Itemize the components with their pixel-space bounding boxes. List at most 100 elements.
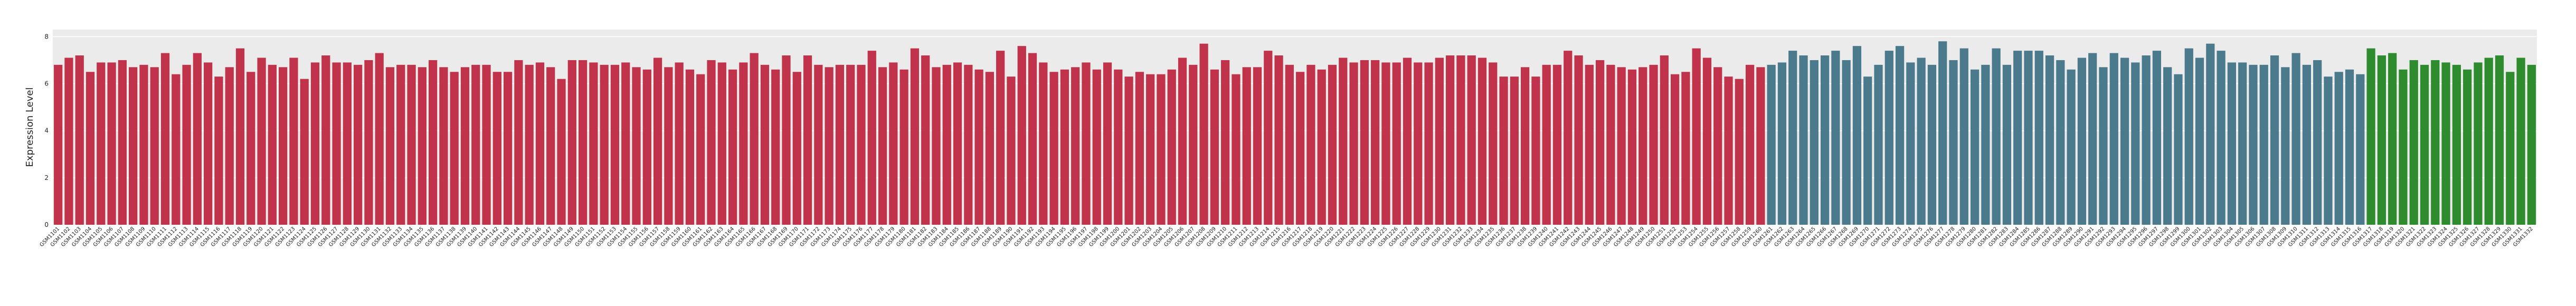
bar bbox=[118, 60, 127, 225]
bar bbox=[2484, 58, 2493, 225]
bar bbox=[1863, 77, 1872, 225]
bar bbox=[2013, 51, 2022, 225]
bar bbox=[1296, 72, 1305, 225]
bar bbox=[974, 69, 983, 225]
bar bbox=[2356, 74, 2365, 225]
bar bbox=[332, 62, 341, 225]
bar bbox=[2441, 62, 2450, 225]
bar bbox=[1092, 69, 1101, 225]
bar bbox=[503, 72, 513, 225]
bar bbox=[1938, 41, 1947, 225]
y-tick-label: 8 bbox=[44, 33, 49, 40]
y-tick-label: 6 bbox=[44, 80, 49, 88]
bar bbox=[1788, 51, 1797, 225]
bar bbox=[1917, 58, 1926, 225]
bar bbox=[172, 74, 181, 225]
bar bbox=[1306, 64, 1315, 225]
bar bbox=[1895, 46, 1905, 225]
bar bbox=[696, 74, 705, 225]
bar bbox=[1756, 67, 1765, 225]
bar bbox=[2313, 60, 2322, 225]
bar bbox=[247, 72, 255, 225]
bar bbox=[1681, 72, 1690, 225]
bar bbox=[1435, 58, 1444, 225]
bar bbox=[482, 64, 491, 225]
bar bbox=[2227, 62, 2237, 225]
bar bbox=[1531, 77, 1540, 225]
bar bbox=[64, 58, 73, 225]
bar bbox=[1007, 77, 1016, 225]
bar bbox=[1810, 60, 1819, 225]
bar bbox=[1446, 55, 1455, 225]
bar bbox=[2163, 67, 2172, 225]
bar bbox=[268, 64, 277, 225]
bar bbox=[1082, 62, 1091, 225]
bar bbox=[1189, 64, 1198, 225]
bar bbox=[1039, 62, 1048, 225]
bar bbox=[685, 69, 695, 225]
bar bbox=[878, 67, 887, 225]
bar bbox=[835, 64, 845, 225]
bar bbox=[257, 58, 266, 225]
bar bbox=[107, 62, 116, 225]
bar bbox=[1242, 67, 1251, 225]
bar bbox=[2249, 64, 2258, 225]
bar bbox=[129, 67, 138, 225]
bar bbox=[2399, 69, 2408, 225]
bar bbox=[1371, 60, 1380, 225]
bar bbox=[1831, 51, 1840, 225]
bar bbox=[1670, 74, 1680, 225]
bar bbox=[1660, 55, 1669, 225]
bar bbox=[2034, 51, 2043, 225]
bar bbox=[1478, 58, 1487, 225]
bar bbox=[193, 53, 202, 225]
bar bbox=[225, 67, 234, 225]
bar bbox=[2474, 62, 2483, 225]
bar bbox=[889, 62, 898, 225]
bar bbox=[1114, 69, 1123, 225]
bar bbox=[1381, 62, 1390, 225]
bar bbox=[1178, 58, 1187, 225]
bar bbox=[1552, 64, 1562, 225]
bar bbox=[1595, 60, 1605, 225]
bar bbox=[1467, 55, 1476, 225]
y-tick-label: 0 bbox=[44, 221, 49, 228]
bar bbox=[1489, 62, 1498, 225]
bar bbox=[1627, 69, 1637, 225]
bar bbox=[1745, 64, 1755, 225]
bar bbox=[921, 55, 930, 225]
bar bbox=[235, 48, 245, 225]
bar bbox=[621, 62, 630, 225]
bar bbox=[1992, 48, 2001, 225]
bar bbox=[1649, 64, 1658, 225]
bar bbox=[1028, 53, 1037, 225]
bar bbox=[825, 67, 834, 225]
bar bbox=[2077, 58, 2087, 225]
bar bbox=[439, 67, 448, 225]
bar bbox=[493, 72, 501, 225]
bar bbox=[728, 69, 737, 225]
bar bbox=[2334, 72, 2343, 225]
bar bbox=[782, 55, 791, 225]
bar bbox=[1542, 64, 1551, 225]
bar bbox=[899, 69, 908, 225]
bar bbox=[867, 51, 876, 225]
bar bbox=[803, 55, 812, 225]
bar bbox=[653, 58, 662, 225]
bar bbox=[1606, 64, 1615, 225]
bar bbox=[1349, 62, 1358, 225]
bar bbox=[1585, 64, 1594, 225]
bar bbox=[279, 67, 288, 225]
bar bbox=[1221, 60, 1230, 225]
bar bbox=[2452, 64, 2461, 225]
bar bbox=[214, 77, 223, 225]
bar bbox=[2409, 60, 2418, 225]
bar bbox=[321, 55, 330, 225]
bar bbox=[792, 72, 801, 225]
bar bbox=[1456, 55, 1465, 225]
bar bbox=[642, 69, 651, 225]
bar bbox=[204, 62, 213, 225]
bar bbox=[932, 67, 941, 225]
bar bbox=[964, 64, 973, 225]
